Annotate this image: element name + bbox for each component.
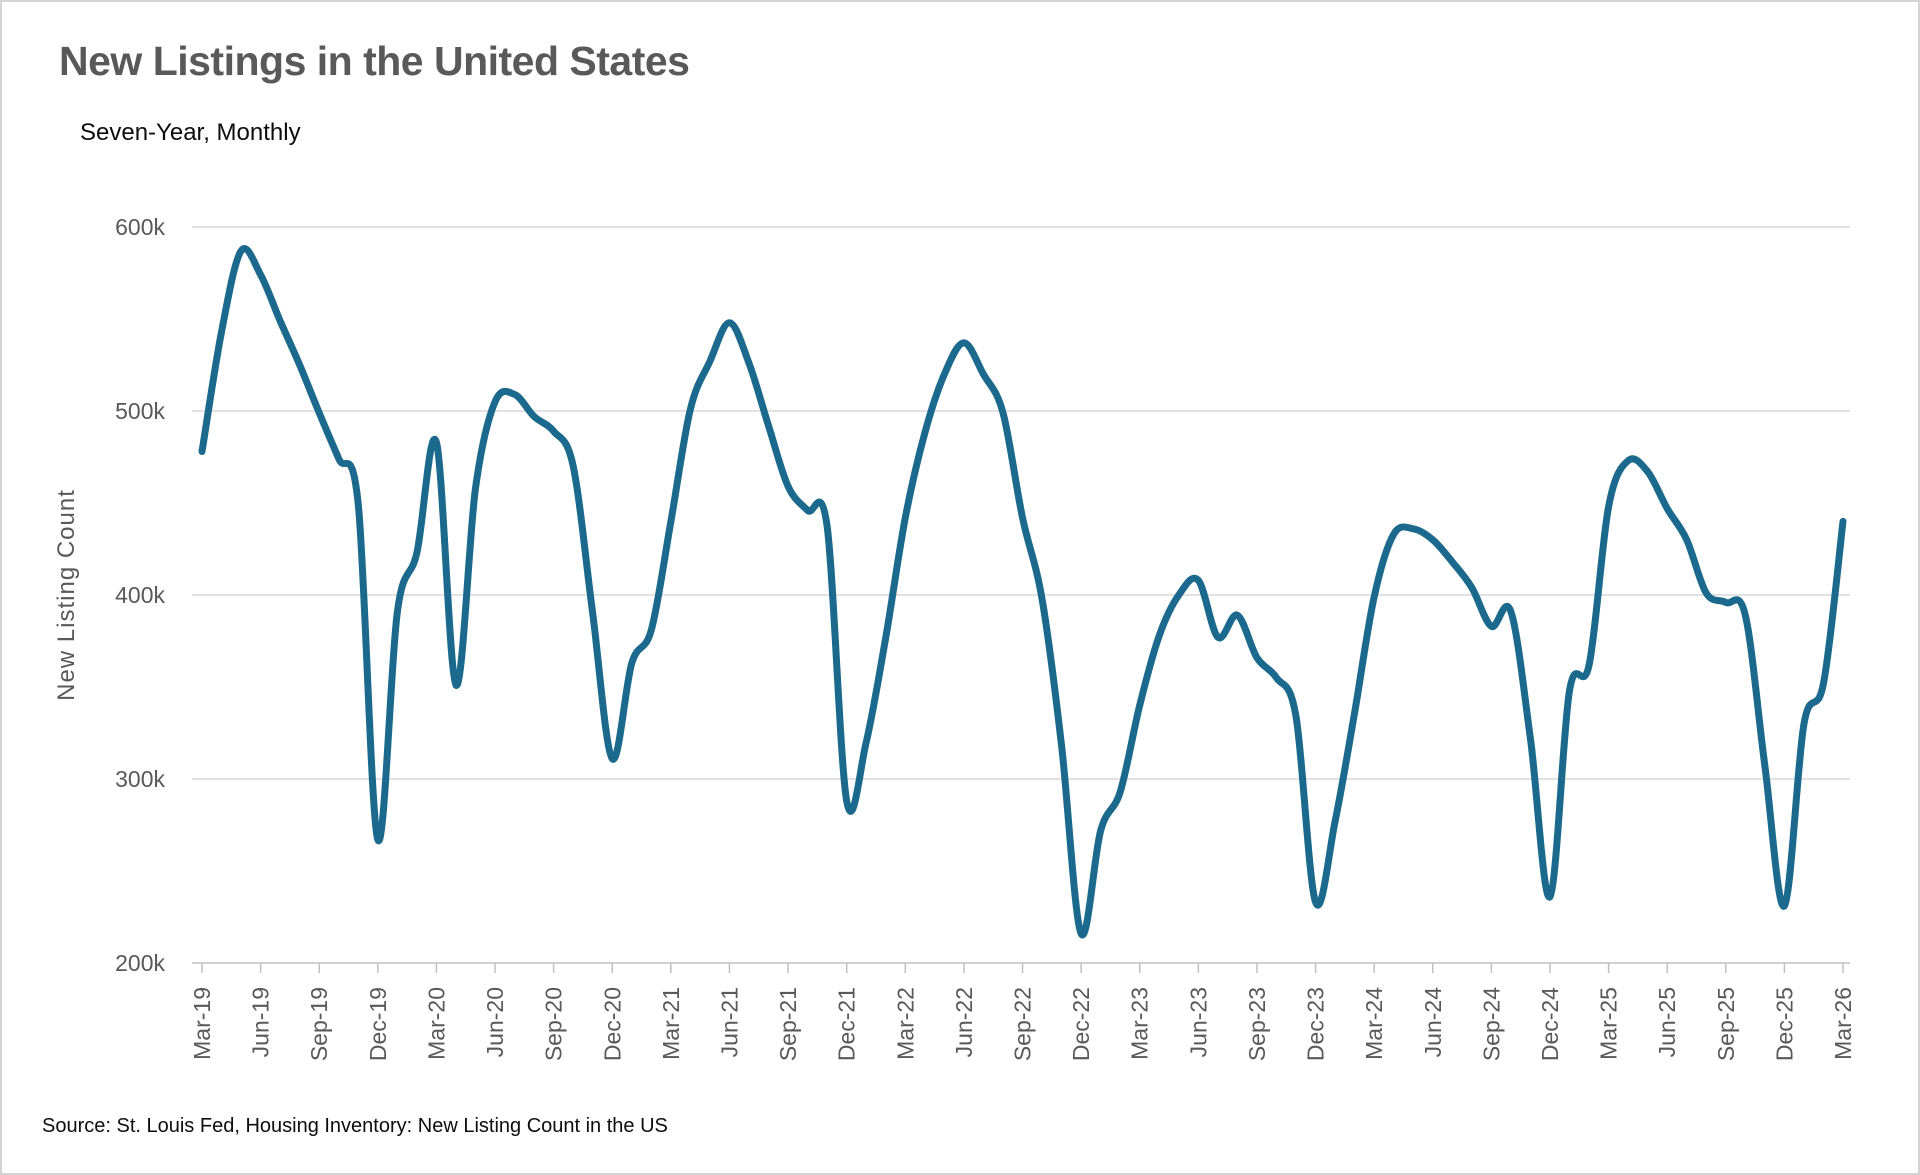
x-tick-label: Mar-19 [189, 987, 215, 1060]
data-line-series [198, 245, 1847, 939]
x-tick-label: Mar-20 [423, 987, 449, 1060]
x-tick-label: Jun-25 [1654, 987, 1680, 1057]
x-tick-label: Sep-25 [1713, 987, 1739, 1061]
y-tick-label: 300k [115, 766, 165, 792]
source-note: Source: St. Louis Fed, Housing Inventory… [42, 1115, 668, 1137]
x-tick-label: Sep-23 [1244, 987, 1270, 1061]
x-tick-label: Dec-21 [834, 987, 860, 1061]
x-tick-label: Jun-24 [1420, 987, 1446, 1058]
x-tick-label: Dec-23 [1303, 987, 1329, 1061]
x-tick-label: Mar-22 [892, 987, 918, 1060]
x-tick-label: Sep-24 [1478, 987, 1504, 1061]
x-tick-label: Mar-25 [1596, 987, 1622, 1060]
x-tick-label: Jun-22 [951, 987, 977, 1057]
x-tick-label: Jun-20 [482, 987, 508, 1057]
x-tick-label: Mar-23 [1127, 987, 1153, 1060]
y-tick-label: 500k [115, 398, 165, 424]
x-tick-label: Dec-19 [365, 987, 391, 1061]
x-tick-label: Jun-21 [716, 987, 742, 1057]
x-tick-label: Mar-24 [1361, 987, 1387, 1060]
x-tick-label: Jun-19 [248, 987, 274, 1057]
x-tick-label: Sep-22 [1010, 987, 1036, 1061]
x-tick-label: Sep-19 [306, 987, 332, 1061]
x-tick-label: Mar-21 [658, 987, 684, 1060]
y-tick-label: 600k [115, 214, 165, 240]
x-tick-label: Dec-25 [1771, 987, 1797, 1061]
x-tick-label: Jun-23 [1185, 987, 1211, 1057]
x-tick-label: Dec-24 [1537, 987, 1563, 1061]
chart-title: New Listings in the United States [59, 38, 690, 84]
y-tick-label: 200k [115, 950, 165, 976]
x-tick-label: Mar-26 [1830, 987, 1856, 1060]
y-axis-title: New Listing Count [53, 489, 80, 701]
x-tick-label: Dec-20 [599, 987, 625, 1061]
x-tick-label: Sep-20 [541, 987, 567, 1061]
x-tick-label: Sep-21 [775, 987, 801, 1061]
x-tick-label: Dec-22 [1068, 987, 1094, 1061]
y-tick-label: 400k [115, 582, 165, 608]
chart-subtitle: Seven-Year, Monthly [80, 119, 301, 146]
